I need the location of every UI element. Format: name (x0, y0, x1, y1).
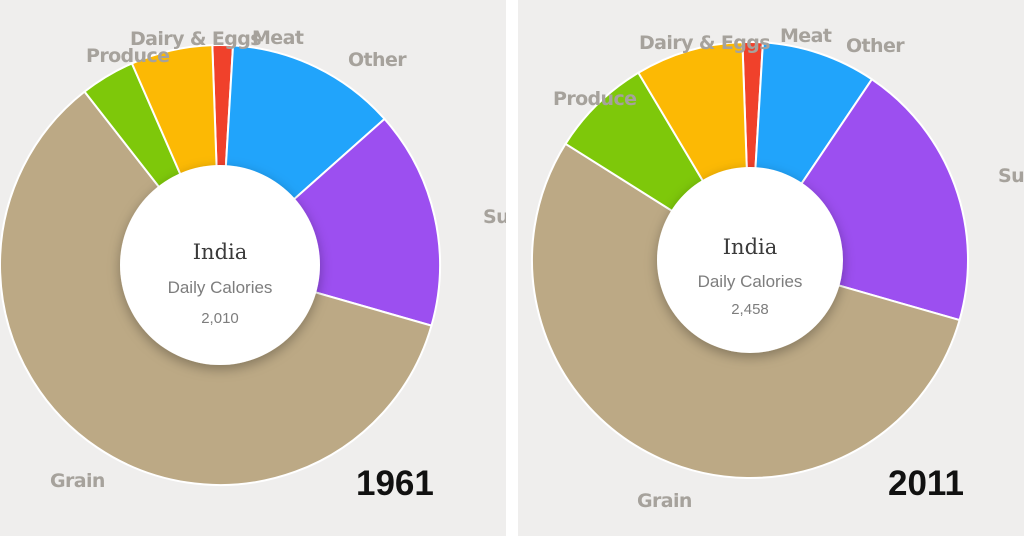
segment-label-dairy-eggs-2011: Dairy & Eggs (639, 32, 770, 54)
segment-label-dairy-eggs-1961: Dairy & Eggs (130, 28, 261, 50)
year-label-1961: 1961 (356, 464, 434, 503)
segment-label-other-1961: Other (348, 49, 407, 71)
center-subtitle-1961: Daily Calories (168, 278, 273, 297)
center-subtitle-2011: Daily Calories (698, 272, 803, 291)
center-title-1961: India (193, 240, 248, 264)
donut-chart-2011: Meat Other Sugar & ... Grain Produce Dairy & … (531, 25, 1024, 512)
chart-panel-2011: Meat Other Sugar & ... Grain Produce Dairy & … (518, 0, 1024, 536)
donut-center-1961 (120, 165, 320, 365)
segment-label-sugar-2011: Sugar & ... (998, 165, 1024, 187)
donut-center-2011 (657, 167, 843, 353)
segment-label-grain-1961: Grain (50, 470, 105, 492)
segment-label-meat-1961: Meat (252, 27, 304, 49)
segment-label-produce-1961: Produce (86, 45, 169, 67)
segment-label-other-2011: Other (846, 35, 905, 57)
segment-label-produce-2011: Produce (553, 88, 636, 110)
segment-label-grain-2011: Grain (637, 490, 692, 512)
segment-label-sugar-1961: Sugar (483, 206, 506, 228)
year-label-2011: 2011 (888, 464, 964, 503)
center-total-1961: 2,010 (201, 310, 239, 327)
center-title-2011: India (723, 235, 778, 259)
center-total-2011: 2,458 (731, 301, 769, 318)
segment-label-meat-2011: Meat (780, 25, 832, 47)
